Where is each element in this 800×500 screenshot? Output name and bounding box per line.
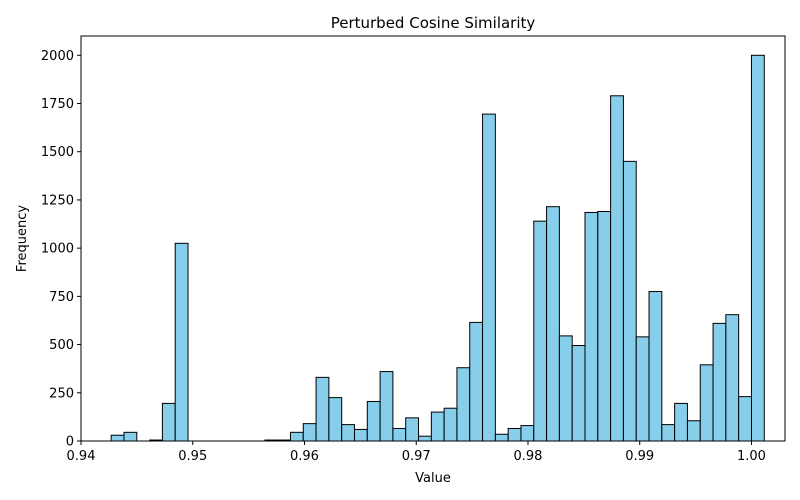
x-axis: 0.94 0.95 0.96 0.97 0.98 0.99 1.00 bbox=[67, 441, 766, 464]
histogram-bar bbox=[161, 402, 176, 442]
y-tick-label: 1750 bbox=[41, 97, 74, 112]
plot-frame bbox=[80, 35, 786, 442]
histogram-bar bbox=[174, 242, 189, 442]
chart-title: Perturbed Cosine Similarity bbox=[331, 14, 536, 32]
histogram-bar bbox=[405, 417, 420, 442]
histogram-bar bbox=[110, 434, 125, 442]
histogram-bar bbox=[738, 396, 752, 442]
y-axis: 0 250 500 750 1000 1250 1500 1750 2000 bbox=[41, 49, 81, 450]
y-tick-label: 1500 bbox=[41, 145, 74, 160]
histogram-bar bbox=[507, 427, 522, 442]
histogram-bar bbox=[328, 397, 343, 442]
histogram-bar bbox=[520, 425, 535, 442]
histogram-bar bbox=[341, 424, 355, 442]
x-axis-label: Value bbox=[415, 471, 451, 486]
histogram-bar bbox=[610, 95, 624, 442]
bars-group bbox=[110, 54, 765, 442]
histogram-bar bbox=[469, 321, 484, 442]
x-tick-label: 0.94 bbox=[67, 449, 96, 464]
x-tick-label: 1.00 bbox=[737, 449, 766, 464]
histogram-bar bbox=[725, 314, 740, 442]
y-tick-label: 0 bbox=[66, 435, 74, 450]
histogram-bar bbox=[430, 411, 445, 442]
histogram-bar bbox=[366, 400, 381, 442]
histogram-bar bbox=[635, 336, 650, 442]
x-tick-label: 0.96 bbox=[290, 449, 319, 464]
histogram-bar bbox=[123, 431, 138, 442]
histogram-bar bbox=[456, 367, 471, 442]
histogram-bar bbox=[353, 428, 368, 442]
histogram-bar bbox=[289, 431, 304, 442]
histogram-bar bbox=[392, 427, 407, 442]
y-tick-label: 500 bbox=[49, 338, 74, 353]
histogram-bar bbox=[712, 322, 727, 442]
x-tick-label: 0.95 bbox=[178, 449, 207, 464]
histogram-bar bbox=[648, 291, 663, 442]
histogram-bar bbox=[661, 424, 676, 442]
histogram-bar bbox=[597, 211, 612, 442]
histogram-bar bbox=[482, 113, 496, 442]
histogram-bar bbox=[699, 364, 714, 442]
y-axis-label: Frequency bbox=[15, 205, 30, 272]
y-tick-label: 2000 bbox=[41, 49, 74, 64]
histogram-bar bbox=[443, 407, 458, 442]
histogram-bar bbox=[494, 433, 509, 442]
histogram-bar bbox=[315, 376, 330, 442]
histogram-bar bbox=[533, 220, 548, 442]
histogram-bar bbox=[686, 420, 701, 442]
histogram-bar bbox=[558, 335, 573, 442]
y-tick-label: 750 bbox=[49, 290, 74, 305]
histogram-bar bbox=[418, 435, 432, 442]
histogram-bar bbox=[379, 371, 394, 442]
histogram-bar bbox=[674, 402, 688, 442]
histogram-bar bbox=[546, 206, 560, 442]
y-tick-label: 1250 bbox=[41, 193, 74, 208]
histogram-bar bbox=[750, 54, 765, 442]
x-tick-label: 0.99 bbox=[625, 449, 654, 464]
y-tick-label: 250 bbox=[49, 386, 74, 401]
histogram-bar bbox=[584, 211, 599, 442]
histogram-bar bbox=[622, 160, 637, 442]
histogram-bar bbox=[571, 345, 586, 442]
y-tick-label: 1000 bbox=[41, 242, 74, 257]
histogram-bar bbox=[302, 423, 317, 442]
x-tick-label: 0.98 bbox=[514, 449, 543, 464]
x-tick-label: 0.97 bbox=[402, 449, 431, 464]
